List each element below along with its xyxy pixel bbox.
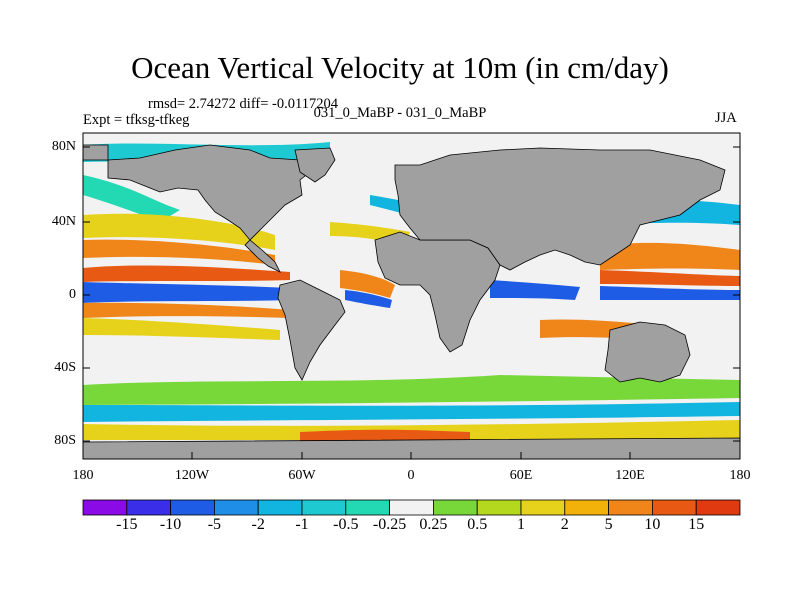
lon-label: 120E xyxy=(615,468,645,483)
colorbar-label: -0.25 xyxy=(372,516,407,533)
colorbar-label: -5 xyxy=(207,516,222,533)
lat-label: 80S xyxy=(54,433,76,448)
arctic-land-west xyxy=(83,144,109,161)
plot-title: Ocean Vertical Velocity at 10m (in cm/da… xyxy=(131,50,669,85)
southern-blue-band xyxy=(83,402,740,422)
colorbar-label: 10 xyxy=(644,516,661,533)
colorbar-swatch xyxy=(432,499,478,516)
wpac-blue xyxy=(600,286,740,300)
colorbar-swatch xyxy=(564,499,609,516)
indian-blue xyxy=(490,280,580,300)
colorbar-swatch xyxy=(126,499,172,516)
colorbar-swatch xyxy=(476,499,522,516)
season-label: JJA xyxy=(715,110,737,126)
colorbar-label: -0.5 xyxy=(333,516,359,533)
colorbar-label: -1 xyxy=(295,516,309,533)
colorbar-swatch xyxy=(170,499,215,516)
australia xyxy=(604,321,691,383)
antarctica xyxy=(83,437,740,459)
colorbar-label: 0.5 xyxy=(467,516,488,533)
colorbar-label: -2 xyxy=(251,516,265,533)
colorbar-label: 1 xyxy=(517,516,525,533)
map-field xyxy=(83,133,740,459)
npac-teal-band xyxy=(83,175,180,222)
colorbar-swatch xyxy=(213,499,259,516)
eq-south-orange-band xyxy=(83,302,290,318)
lat-label: 40S xyxy=(54,360,76,375)
lon-label: 180 xyxy=(729,468,751,483)
wpac-orange xyxy=(600,242,740,270)
lon-label: 60W xyxy=(288,468,316,483)
colorbar-swatch xyxy=(345,499,390,516)
south-america xyxy=(277,279,346,381)
experiment-label: Expt = tfksg-tfkeg xyxy=(83,112,190,128)
colorbar-swatch xyxy=(301,499,347,516)
eq-atl-orange xyxy=(340,270,395,298)
land-masses xyxy=(83,144,740,459)
axis-ticks xyxy=(82,146,741,459)
lon-label: 0 xyxy=(407,468,415,483)
wpac-red xyxy=(600,270,740,286)
lat-label: 40N xyxy=(51,214,76,229)
colorbar-swatch xyxy=(389,499,434,516)
lon-label: 180 xyxy=(72,468,94,483)
npac-yellow-band xyxy=(83,213,275,250)
north-america xyxy=(107,144,311,273)
colorbar-swatch xyxy=(82,499,128,516)
colorbar-label: -10 xyxy=(159,516,182,533)
lat-label: 0 xyxy=(69,287,76,302)
colorbar-label: -15 xyxy=(116,516,138,533)
lon-label: 120W xyxy=(174,468,210,483)
spac-yellow-band xyxy=(83,318,280,340)
southern-green-band xyxy=(83,375,740,405)
greenland xyxy=(294,147,336,183)
eq-atl-blue xyxy=(345,290,392,308)
eurasia xyxy=(394,147,726,271)
stats-text: rmsd= 2.74272 diff= -0.0117204 xyxy=(148,96,338,112)
colorbar-label: 5 xyxy=(604,516,613,533)
eq-north-red-band xyxy=(83,265,290,282)
colorbar-label: 2 xyxy=(560,516,569,533)
colorbar-swatch xyxy=(257,499,303,516)
colorbar-swatch xyxy=(652,499,697,516)
eq-blue-band xyxy=(83,282,290,303)
colorbar-swatch xyxy=(520,499,566,516)
colorbar xyxy=(82,499,741,516)
lat-label: 80N xyxy=(51,139,76,154)
colorbar-label: 0.25 xyxy=(419,516,448,533)
npac-orange-band xyxy=(83,239,275,265)
colorbar-swatch xyxy=(695,499,741,516)
colorbar-swatch xyxy=(608,499,653,516)
case-label: 031_0_MaBP - 031_0_MaBP xyxy=(313,105,487,121)
colorbar-label: 15 xyxy=(688,516,705,533)
lon-label: 60E xyxy=(509,468,533,483)
